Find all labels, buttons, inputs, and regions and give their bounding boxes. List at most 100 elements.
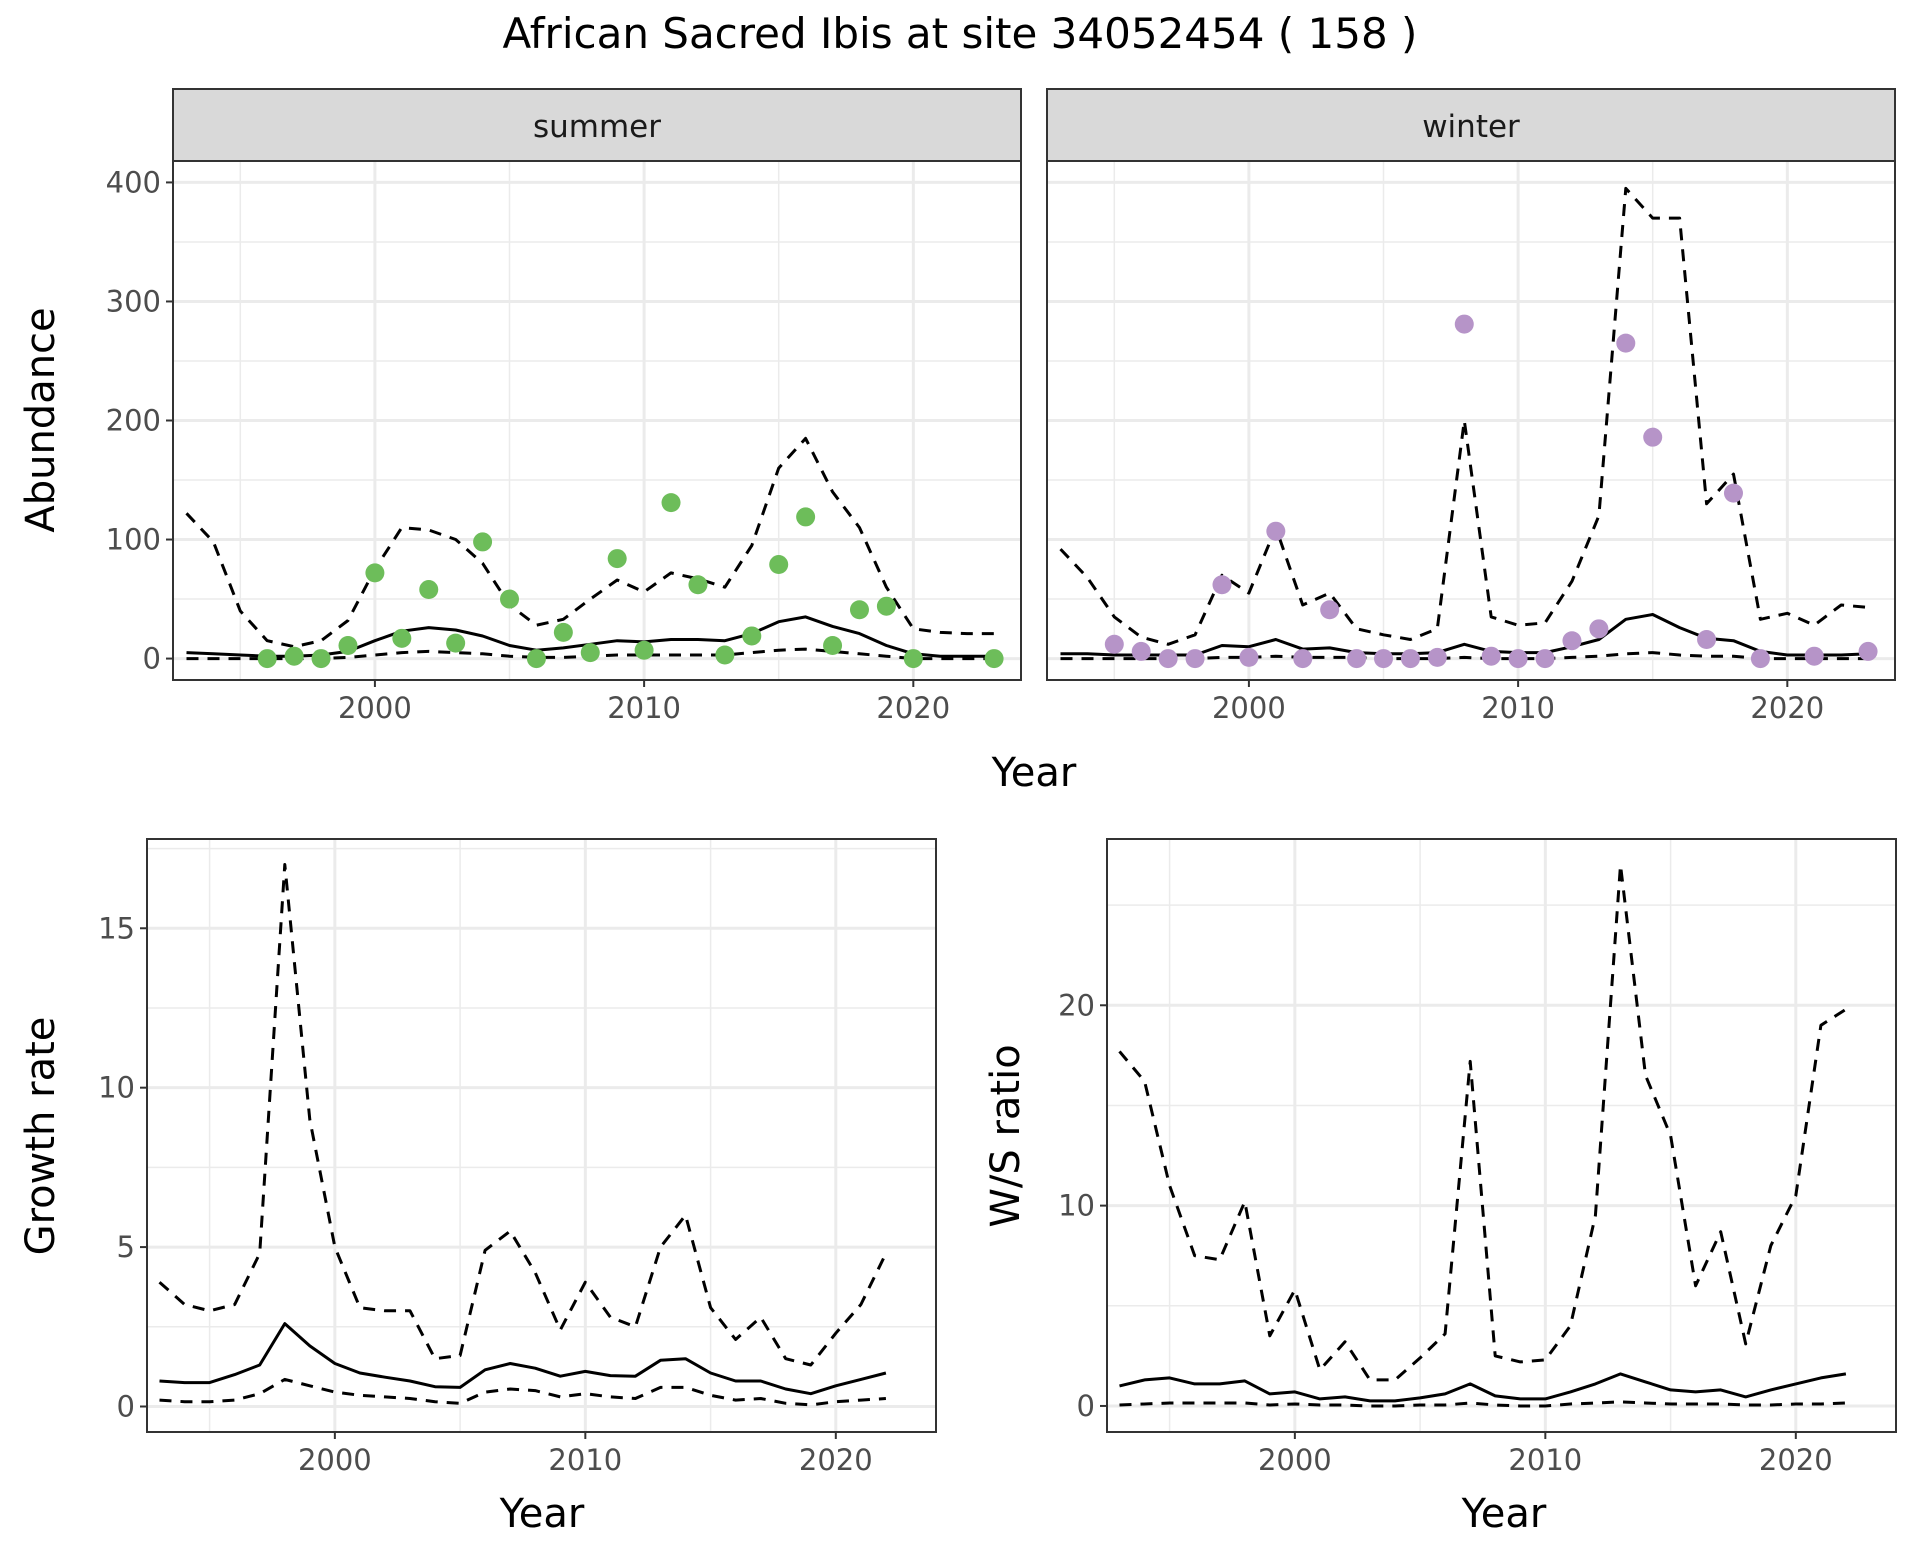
data-point — [1508, 649, 1528, 669]
data-point — [607, 549, 627, 569]
y-tick-label: 300 — [106, 284, 161, 318]
data-point — [742, 626, 762, 646]
y-tick-label: 0 — [117, 1389, 135, 1423]
data-point — [311, 649, 331, 669]
y-tick-label: 5 — [117, 1230, 135, 1264]
data-point — [715, 645, 735, 665]
data-point — [1454, 314, 1474, 334]
data-point — [1481, 646, 1501, 666]
y-tick-label: 10 — [98, 1071, 135, 1105]
data-point — [1131, 641, 1151, 661]
strip-label-summer: summer — [533, 109, 661, 145]
x-tick-label: 2000 — [1212, 691, 1286, 725]
data-point — [1400, 649, 1420, 669]
data-point — [1535, 649, 1555, 669]
growth-rate-plot-area: 0 5 10 15 2000 2010 2020 — [98, 838, 937, 1477]
x-tick-label: 2010 — [1481, 691, 1555, 725]
data-point — [634, 640, 654, 660]
data-point — [1562, 631, 1582, 651]
ws-ratio-background — [1107, 839, 1896, 1432]
strip-label-winter: winter — [1422, 109, 1520, 145]
growth-y-axis-title: Growth rate — [18, 1017, 64, 1256]
data-point — [1804, 646, 1824, 666]
data-point — [1266, 521, 1286, 541]
series-line-mean — [1119, 1372, 1847, 1403]
data-point — [446, 633, 466, 653]
strip-winter-background — [1046, 88, 1896, 162]
y-tick-label: 20 — [1058, 988, 1095, 1022]
abundance-winter-plot-area: 2000 2010 2020 — [1046, 160, 1896, 725]
data-point — [1589, 619, 1609, 639]
data-point — [1374, 649, 1394, 669]
data-point — [500, 589, 520, 609]
data-point — [553, 622, 573, 642]
data-point — [903, 649, 923, 669]
data-point — [1616, 333, 1636, 353]
ws-ratio-plot-area: 0 10 20 2000 2010 2020 — [1058, 838, 1897, 1477]
data-point — [769, 555, 789, 575]
data-point — [661, 493, 681, 513]
x-tick-label: 2000 — [338, 691, 412, 725]
data-point — [338, 635, 358, 655]
data-point — [1643, 427, 1663, 447]
abundance-summer-plot-area: 0 100 200 300 400 2000 2010 2020 — [106, 160, 1022, 725]
data-point — [796, 507, 816, 527]
data-point — [876, 596, 896, 616]
data-point — [1104, 634, 1124, 654]
figure-title: African Sacred Ibis at site 34052454 ( 1… — [503, 9, 1418, 58]
data-point — [284, 646, 304, 666]
panel-winter: winter — [1046, 88, 1896, 162]
data-point — [823, 635, 843, 655]
data-point — [1427, 647, 1447, 667]
series-line-upper — [1059, 186, 1869, 646]
x-tick-label: 2020 — [876, 691, 950, 725]
y-tick-label: 400 — [106, 165, 161, 199]
data-point — [1697, 630, 1717, 650]
x-tick-label: 2020 — [799, 1443, 873, 1477]
x-tick-label: 2020 — [1759, 1443, 1833, 1477]
panel-summer: summer — [172, 88, 1022, 162]
y-tick-label: 100 — [106, 523, 161, 557]
series-line-upper — [185, 436, 995, 649]
series-line-upper — [1118, 863, 1847, 1382]
data-point — [849, 600, 869, 620]
data-point — [1858, 641, 1878, 661]
data-point — [1723, 483, 1743, 503]
strip-summer-background — [172, 88, 1022, 162]
x-tick-label: 2000 — [1258, 1443, 1332, 1477]
abundance-y-axis-title: Abundance — [18, 307, 64, 532]
ws-y-axis-title: W/S ratio — [983, 1044, 1029, 1227]
y-tick-label: 15 — [98, 911, 135, 945]
abundance-winter-border — [1046, 160, 1896, 681]
abundance-x-axis-title: Year — [991, 750, 1077, 796]
data-point — [1158, 649, 1178, 669]
data-point — [1239, 647, 1259, 667]
data-point — [1293, 649, 1313, 669]
x-tick-label: 2020 — [1750, 691, 1824, 725]
y-tick-label: 200 — [106, 404, 161, 438]
data-point — [580, 643, 600, 663]
data-point — [1185, 649, 1205, 669]
x-tick-label: 2010 — [607, 691, 681, 725]
growth-x-axis-title: Year — [499, 1491, 585, 1537]
y-tick-label: 0 — [1077, 1389, 1095, 1423]
data-point — [1212, 575, 1232, 595]
data-point — [365, 563, 385, 583]
data-point — [984, 649, 1004, 669]
data-point — [688, 575, 708, 595]
y-tick-label: 10 — [1058, 1189, 1095, 1223]
data-point — [473, 532, 493, 552]
series-line-mean — [159, 1322, 887, 1396]
ws-ratio-border — [1106, 838, 1897, 1433]
data-point — [257, 649, 277, 669]
series-line-lower — [1119, 1400, 1846, 1408]
x-tick-label: 2000 — [298, 1443, 372, 1477]
data-point — [526, 649, 546, 669]
ws-x-axis-title: Year — [1461, 1491, 1547, 1537]
series-line-lower — [159, 1377, 886, 1407]
x-tick-label: 2010 — [548, 1443, 622, 1477]
x-tick-label: 2010 — [1508, 1443, 1582, 1477]
growth-rate-border — [146, 838, 937, 1433]
data-point — [1347, 649, 1367, 669]
series-line-upper — [158, 863, 888, 1367]
